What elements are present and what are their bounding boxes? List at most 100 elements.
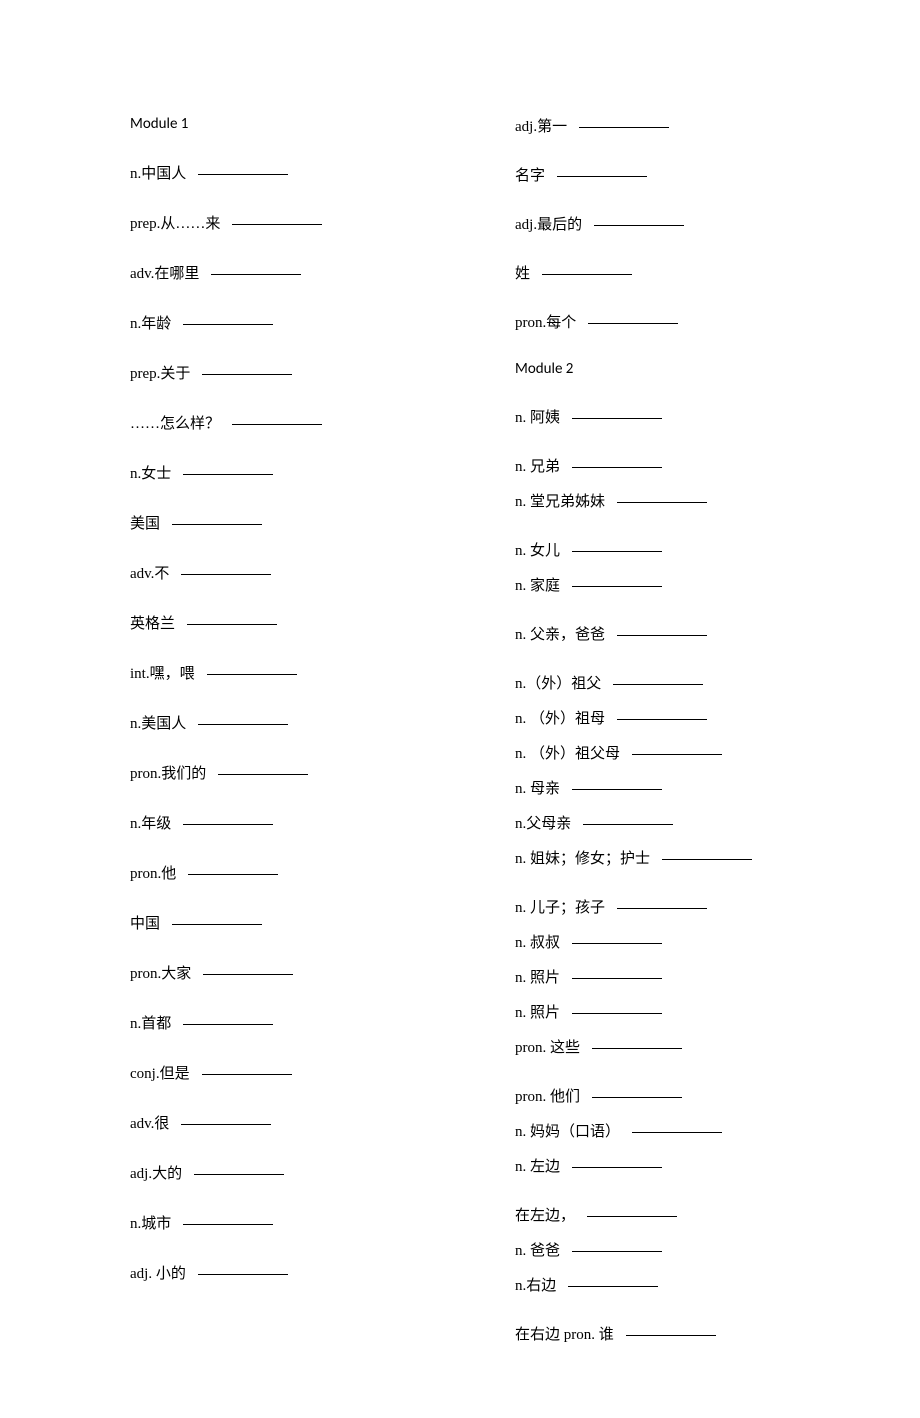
answer-blank[interactable] <box>579 126 669 128</box>
answer-blank[interactable] <box>587 1215 677 1217</box>
vocab-entry: pron.大家 <box>130 962 455 983</box>
vocab-entry: adv.不 <box>130 562 455 583</box>
answer-blank[interactable] <box>572 1250 662 1252</box>
answer-blank[interactable] <box>194 1173 284 1175</box>
answer-blank[interactable] <box>572 417 662 419</box>
vocab-label: int.嘿，喂 <box>130 662 195 683</box>
vocab-label: 中国 <box>130 912 160 933</box>
answer-blank[interactable] <box>572 977 662 979</box>
vocab-entry: prep.关于 <box>130 362 455 383</box>
vocab-entry: n. 叔叔 <box>515 931 840 952</box>
vocab-label: prep.从……来 <box>130 212 220 233</box>
answer-blank[interactable] <box>183 473 273 475</box>
vocab-label: adv.在哪里 <box>130 262 199 283</box>
right-column: adj.第一名字adj.最后的姓pron.每个Module 2n. 阿姨n. 兄… <box>515 115 840 1358</box>
answer-blank[interactable] <box>187 623 277 625</box>
vocab-label: n. 爸爸 <box>515 1239 560 1260</box>
answer-blank[interactable] <box>232 423 322 425</box>
vocab-entry: 英格兰 <box>130 612 455 633</box>
answer-blank[interactable] <box>181 1123 271 1125</box>
answer-blank[interactable] <box>592 1096 682 1098</box>
answer-blank[interactable] <box>572 942 662 944</box>
answer-blank[interactable] <box>542 273 632 275</box>
answer-blank[interactable] <box>172 923 262 925</box>
vocab-entry: n. 照片 <box>515 1001 840 1022</box>
left-column: Module 1n.中国人prep.从……来adv.在哪里n.年龄prep.关于… <box>130 115 455 1358</box>
vocab-entry: Module 1 <box>130 115 455 133</box>
vocab-entry: adj.最后的 <box>515 213 840 234</box>
answer-blank[interactable] <box>613 683 703 685</box>
answer-blank[interactable] <box>557 175 647 177</box>
vocab-label: n.右边 <box>515 1274 556 1295</box>
answer-blank[interactable] <box>662 858 752 860</box>
answer-blank[interactable] <box>172 523 262 525</box>
answer-blank[interactable] <box>568 1285 658 1287</box>
vocab-label: n. 照片 <box>515 966 560 987</box>
vocab-label: n. （外）祖母 <box>515 707 605 728</box>
vocab-entry: adv.在哪里 <box>130 262 455 283</box>
vocab-entry: 在右边 pron. 谁 <box>515 1323 840 1344</box>
answer-blank[interactable] <box>617 501 707 503</box>
answer-blank[interactable] <box>188 873 278 875</box>
answer-blank[interactable] <box>632 753 722 755</box>
vocab-entry: n. 堂兄弟姊妹 <box>515 490 840 511</box>
vocab-label: 在右边 pron. 谁 <box>515 1323 614 1344</box>
answer-blank[interactable] <box>211 273 301 275</box>
answer-blank[interactable] <box>572 788 662 790</box>
answer-blank[interactable] <box>594 224 684 226</box>
vocab-label: n.首都 <box>130 1012 171 1033</box>
vocab-label: pron.他 <box>130 862 176 883</box>
vocab-entry: n. 阿姨 <box>515 406 840 427</box>
answer-blank[interactable] <box>572 550 662 552</box>
answer-blank[interactable] <box>183 823 273 825</box>
answer-blank[interactable] <box>202 373 292 375</box>
answer-blank[interactable] <box>203 973 293 975</box>
vocab-entry: pron.我们的 <box>130 762 455 783</box>
vocab-label: n. 女儿 <box>515 539 560 560</box>
answer-blank[interactable] <box>572 585 662 587</box>
vocab-label: pron.大家 <box>130 962 191 983</box>
vocab-entry: 姓 <box>515 262 840 283</box>
vocab-entry: n. 儿子；孩子 <box>515 896 840 917</box>
vocab-label: pron. 这些 <box>515 1036 580 1057</box>
answer-blank[interactable] <box>626 1334 716 1336</box>
answer-blank[interactable] <box>198 173 288 175</box>
vocab-entry: ……怎么样？ <box>130 412 455 433</box>
answer-blank[interactable] <box>183 1023 273 1025</box>
answer-blank[interactable] <box>588 322 678 324</box>
vocab-label: n. 姐妹；修女；护士 <box>515 847 650 868</box>
answer-blank[interactable] <box>198 1273 288 1275</box>
answer-blank[interactable] <box>592 1047 682 1049</box>
answer-blank[interactable] <box>583 823 673 825</box>
vocab-label: n. 父亲，爸爸 <box>515 623 605 644</box>
vocab-label: n.父母亲 <box>515 812 571 833</box>
answer-blank[interactable] <box>198 723 288 725</box>
answer-blank[interactable] <box>617 907 707 909</box>
vocab-label: ……怎么样？ <box>130 412 220 433</box>
vocab-label: adv.不 <box>130 562 169 583</box>
answer-blank[interactable] <box>617 634 707 636</box>
answer-blank[interactable] <box>632 1131 722 1133</box>
vocab-entry: n.右边 <box>515 1274 840 1295</box>
vocab-entry: n.美国人 <box>130 712 455 733</box>
answer-blank[interactable] <box>218 773 308 775</box>
answer-blank[interactable] <box>207 673 297 675</box>
answer-blank[interactable] <box>183 1223 273 1225</box>
vocab-label: pron.我们的 <box>130 762 206 783</box>
vocab-entry: n. 妈妈（口语） <box>515 1120 840 1141</box>
answer-blank[interactable] <box>181 573 271 575</box>
vocab-label: 姓 <box>515 262 530 283</box>
vocab-label: adj.最后的 <box>515 213 582 234</box>
vocab-entry: pron.每个 <box>515 311 840 332</box>
answer-blank[interactable] <box>183 323 273 325</box>
vocab-entry: 名字 <box>515 164 840 185</box>
answer-blank[interactable] <box>202 1073 292 1075</box>
answer-blank[interactable] <box>572 1166 662 1168</box>
answer-blank[interactable] <box>572 466 662 468</box>
answer-blank[interactable] <box>232 223 322 225</box>
vocab-label: n. 家庭 <box>515 574 560 595</box>
answer-blank[interactable] <box>617 718 707 720</box>
module-header: Module 2 <box>515 360 573 378</box>
answer-blank[interactable] <box>572 1012 662 1014</box>
vocab-label: 美国 <box>130 512 160 533</box>
